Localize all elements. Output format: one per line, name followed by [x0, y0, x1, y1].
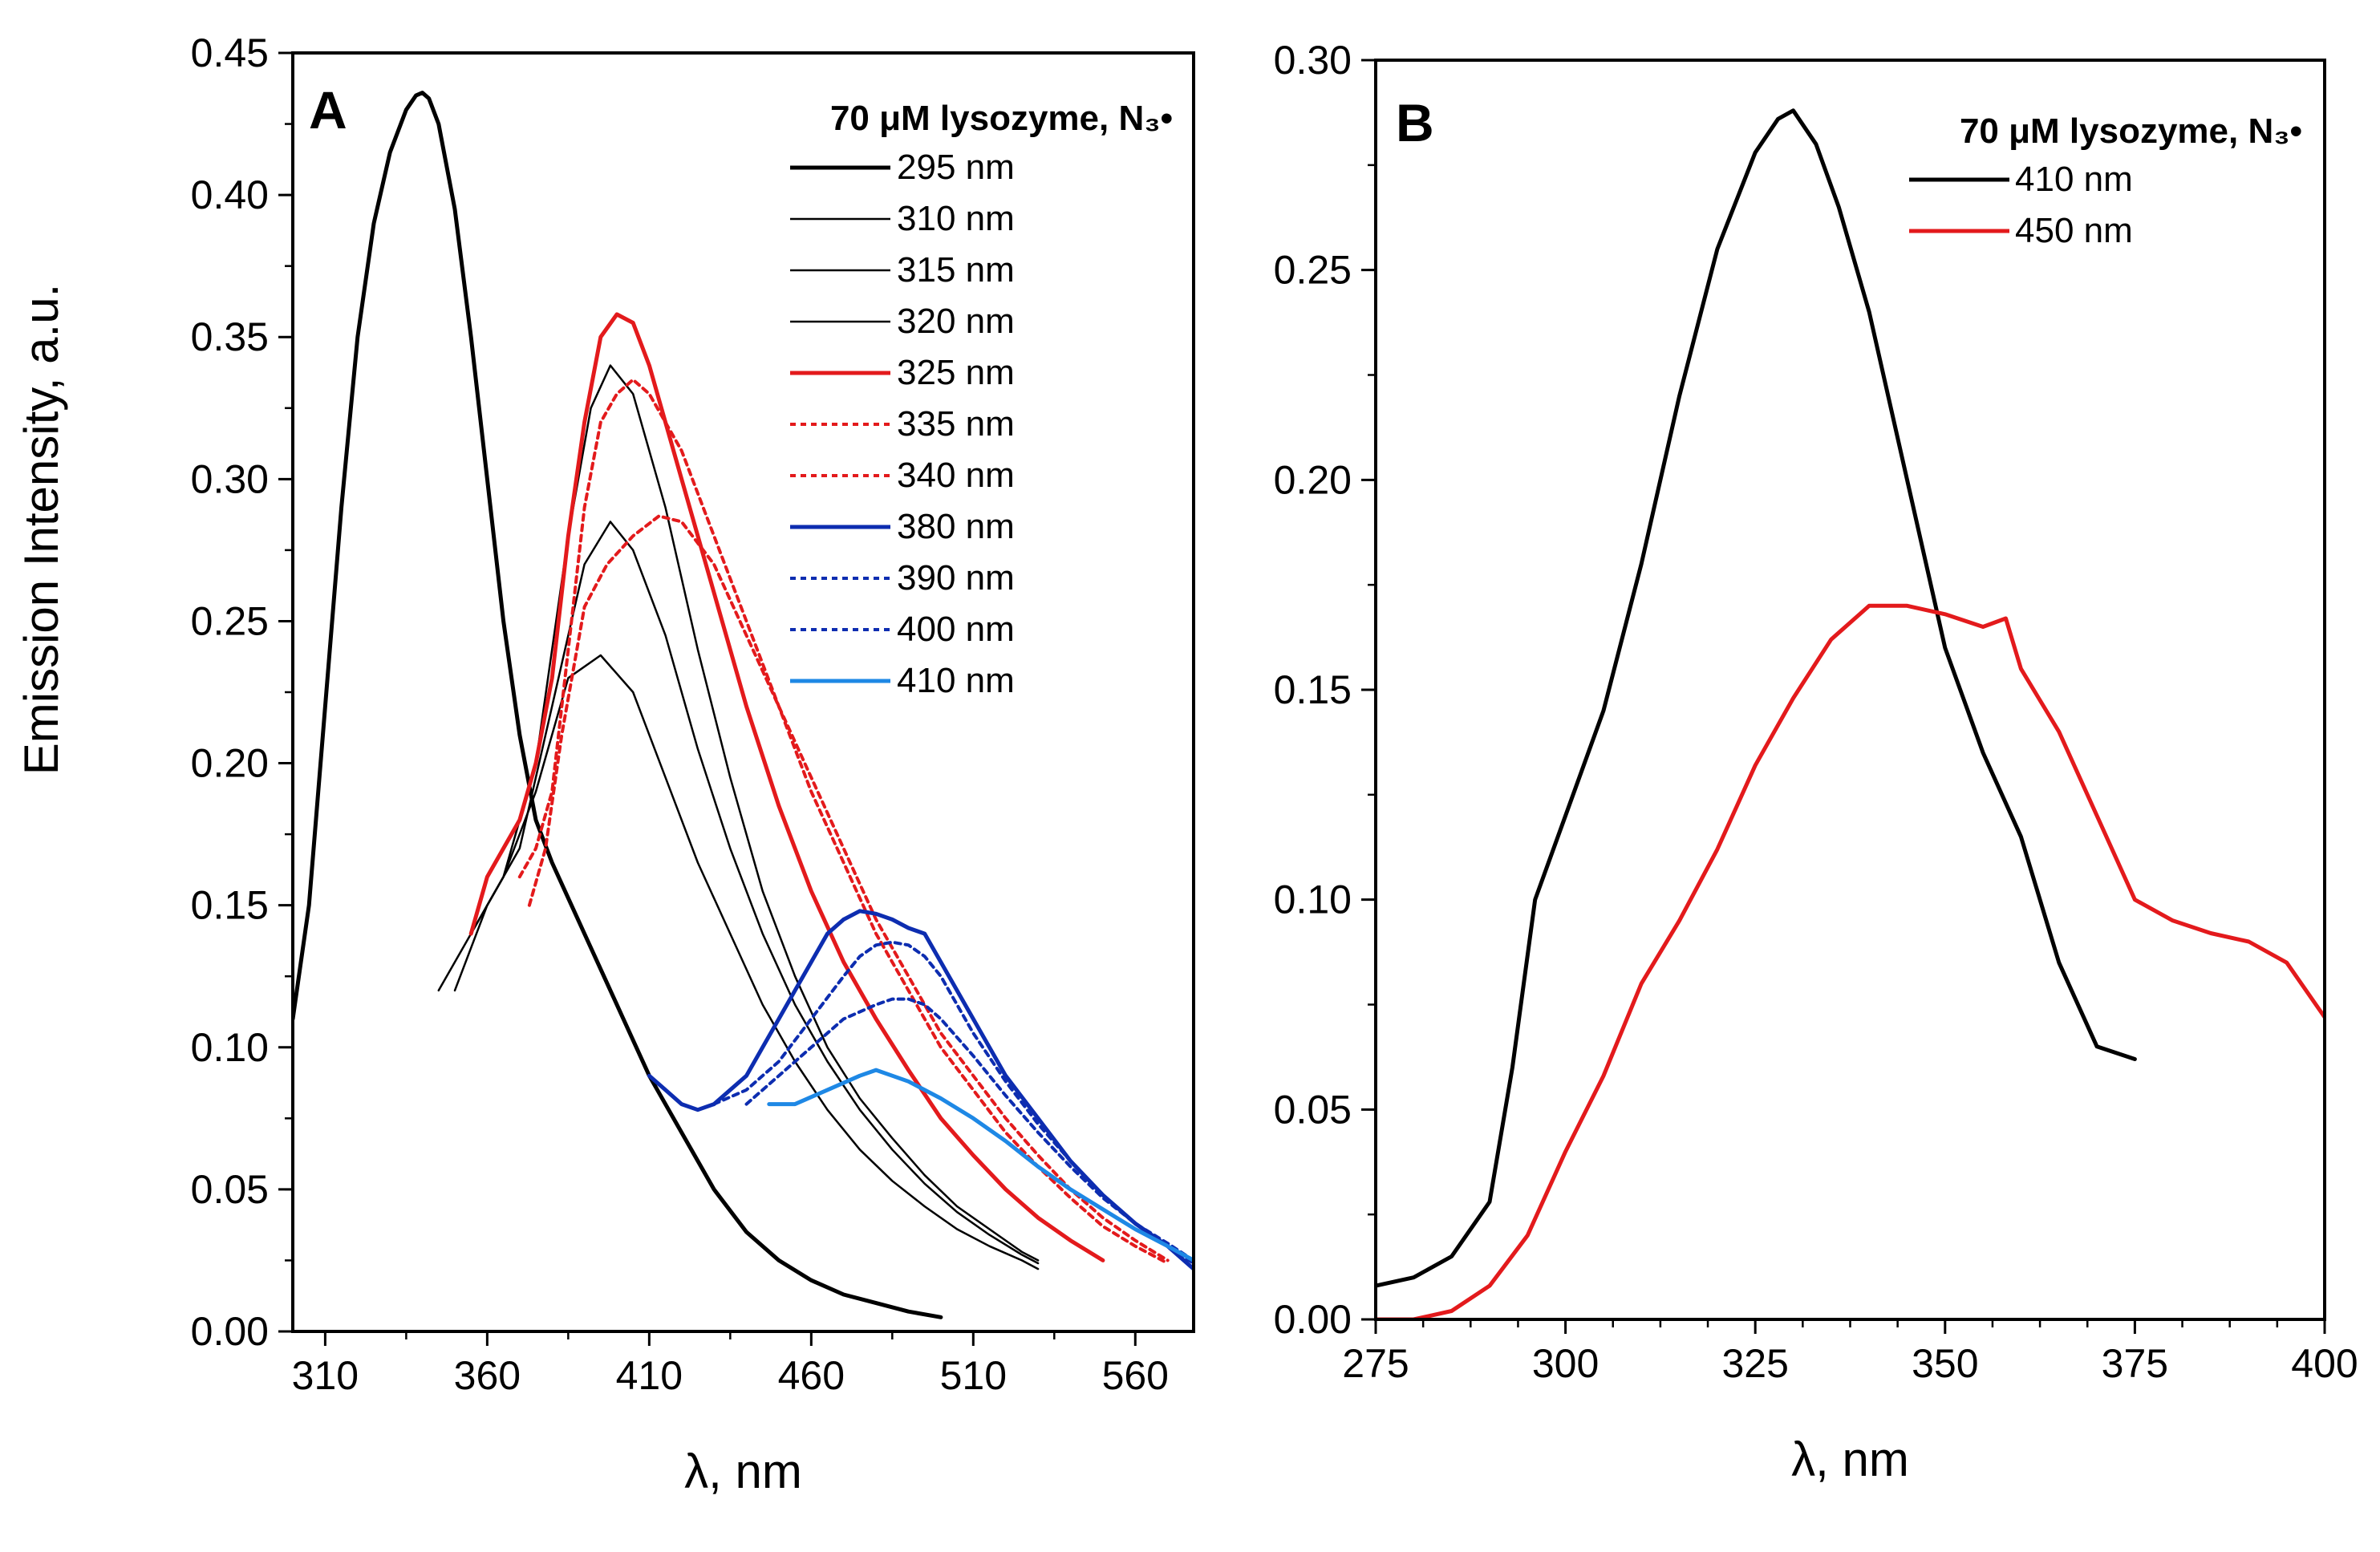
legend-entry: 320 nm — [897, 302, 1015, 341]
panel-label: B — [1396, 93, 1434, 152]
panel-a-chart: 310 360 410 460 510 560 0.00 0.05 0.10 0.15 0.20 0.… — [191, 30, 1195, 1498]
x-tick-label: 375 — [2102, 1341, 2168, 1386]
y-axis-title: Emission Intensity, a.u. — [14, 284, 68, 775]
legend-entry: 450 nm — [2015, 211, 2133, 250]
legend-entry: 295 nm — [897, 148, 1015, 187]
y-tick-label: 0.25 — [191, 598, 269, 643]
x-tick-label: 360 — [454, 1353, 521, 1398]
y-tick-label: 0.30 — [191, 456, 269, 501]
y-tick-label: 0.40 — [191, 172, 269, 217]
series-line-450-nm — [1376, 603, 2325, 1319]
series-line-315-nm — [453, 521, 1040, 1265]
y-tick-label: 0.25 — [1274, 248, 1352, 293]
x-tick-label: 510 — [940, 1353, 1007, 1398]
y-tick-label: 0.20 — [191, 741, 269, 786]
y-tick-label: 0.10 — [191, 1025, 269, 1070]
series-line-380-nm — [647, 909, 1194, 1271]
x-tick-label: 300 — [1532, 1341, 1599, 1386]
y-tick-label: 0.00 — [1274, 1297, 1352, 1342]
series-line-325-nm — [468, 312, 1105, 1262]
series-line-410-nm — [767, 1068, 1194, 1262]
legend-entry: 310 nm — [897, 199, 1015, 238]
series-line-320-nm — [469, 364, 1040, 1262]
series-line-410-nm — [1376, 108, 2137, 1288]
y-tick-label: 0.05 — [1274, 1087, 1352, 1132]
x-tick-label: 325 — [1721, 1341, 1788, 1386]
x-tick-label: 460 — [778, 1353, 845, 1398]
y-tick-label: 0.35 — [191, 314, 269, 359]
panel-label: A — [309, 80, 347, 140]
x-tick-label: 310 — [292, 1353, 359, 1398]
x-tick-label: 410 — [616, 1353, 683, 1398]
series-line-400-nm — [744, 997, 1194, 1262]
y-tick-label: 0.10 — [1274, 877, 1352, 922]
legend-entry: 410 nm — [897, 661, 1015, 700]
legend-entry: 410 nm — [2015, 160, 2133, 199]
y-tick-label: 0.30 — [1274, 38, 1352, 83]
y-tick-label: 0.00 — [191, 1309, 269, 1354]
legend-entry: 380 nm — [897, 507, 1015, 546]
legend-entry: 390 nm — [897, 558, 1015, 598]
legend-title: 70 μM lysozyme, N₃• — [1960, 111, 2302, 151]
series-line-310-nm — [437, 654, 1040, 1270]
panel-b-chart: 275 300 325 350 375 400 0.00 0.05 0.10 0.15 0.20 0.… — [1274, 38, 2358, 1486]
legend-entry: 335 nm — [897, 404, 1015, 444]
x-tick-label: 560 — [1102, 1353, 1169, 1398]
x-axis-title: λ, nm — [1791, 1432, 1909, 1486]
y-tick-label: 0.05 — [191, 1167, 269, 1212]
y-tick-label: 0.15 — [1274, 667, 1352, 712]
x-tick-label: 350 — [1912, 1341, 1978, 1386]
series-line-390-nm — [712, 940, 1194, 1265]
legend-entry: 315 nm — [897, 250, 1015, 290]
y-tick-label: 0.15 — [191, 883, 269, 928]
y-tick-label: 0.45 — [191, 30, 269, 75]
y-tick-label: 0.20 — [1274, 457, 1352, 502]
legend-entry: 400 nm — [897, 610, 1015, 649]
x-tick-label: 275 — [1342, 1341, 1409, 1386]
x-axis-title: λ, nm — [684, 1445, 802, 1498]
series-line-295-nm — [293, 91, 943, 1319]
x-tick-label: 400 — [2291, 1341, 2358, 1386]
series-line-340-nm — [527, 514, 1170, 1262]
legend-entry: 325 nm — [897, 353, 1015, 392]
legend-title: 70 μM lysozyme, N₃• — [830, 99, 1173, 138]
legend-entry: 340 nm — [897, 456, 1015, 495]
